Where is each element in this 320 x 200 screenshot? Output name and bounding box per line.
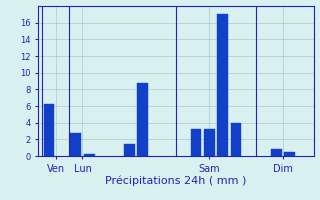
Bar [284,152,295,156]
Bar [271,148,282,156]
Bar [137,83,148,156]
Bar [217,14,228,156]
Bar [44,104,54,156]
X-axis label: Précipitations 24h ( mm ): Précipitations 24h ( mm ) [105,175,247,186]
Bar [84,154,94,156]
Bar [70,133,81,156]
Bar [124,144,135,156]
Bar [204,129,215,156]
Bar [231,123,242,156]
Bar [191,129,201,156]
